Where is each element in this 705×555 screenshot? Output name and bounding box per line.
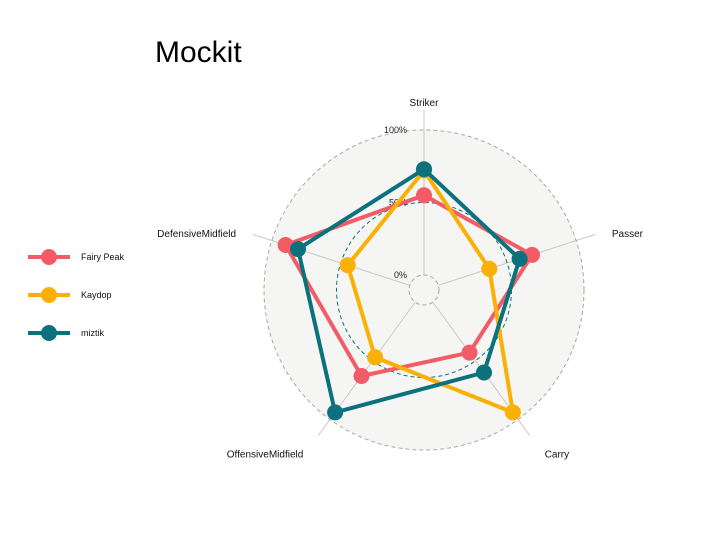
data-point <box>524 246 540 263</box>
axis-labels: Striker Passer Carry OffensiveMidfield Defen… <box>157 98 644 461</box>
data-point <box>353 368 370 384</box>
grid-ring-max <box>263 129 585 451</box>
series-line <box>283 193 534 378</box>
data-point <box>290 241 306 258</box>
legend-key-point <box>41 325 57 341</box>
legend-item: Kaydop <box>28 287 112 303</box>
data-point <box>511 250 528 267</box>
legend-label: Kaydop <box>81 290 112 300</box>
legend: Fairy Peak Kaydop miztik <box>28 249 125 341</box>
series-miztik <box>290 161 528 421</box>
series-line <box>296 167 522 415</box>
data-point <box>476 364 492 381</box>
data-point <box>416 187 432 204</box>
axis-label: Passer <box>612 229 644 240</box>
series-fairy-peak <box>277 187 540 384</box>
chart-title: Mockit <box>155 36 242 69</box>
tick-label: 0% <box>394 270 407 280</box>
data-point <box>481 260 498 277</box>
data-point <box>339 257 356 274</box>
data-point <box>367 349 384 366</box>
legend-label: miztik <box>81 328 104 338</box>
data-point <box>327 404 344 421</box>
tick-label: 100% <box>384 125 407 135</box>
legend-item: miztik <box>28 325 104 341</box>
legend-item: Fairy Peak <box>28 249 125 265</box>
data-point <box>277 237 294 253</box>
axis-label: DefensiveMidfield <box>157 229 236 240</box>
axis-label: Carry <box>545 450 569 461</box>
legend-key-point <box>41 249 57 265</box>
data-point <box>504 404 521 421</box>
radar-series <box>277 161 540 421</box>
data-point <box>461 344 478 361</box>
data-point <box>416 161 432 178</box>
axis-label: OffensiveMidfield <box>227 450 304 461</box>
grid-ring-min <box>408 274 440 306</box>
legend-key-point <box>41 287 57 303</box>
legend-label: Fairy Peak <box>81 252 125 262</box>
axis-label: Striker <box>410 98 440 109</box>
